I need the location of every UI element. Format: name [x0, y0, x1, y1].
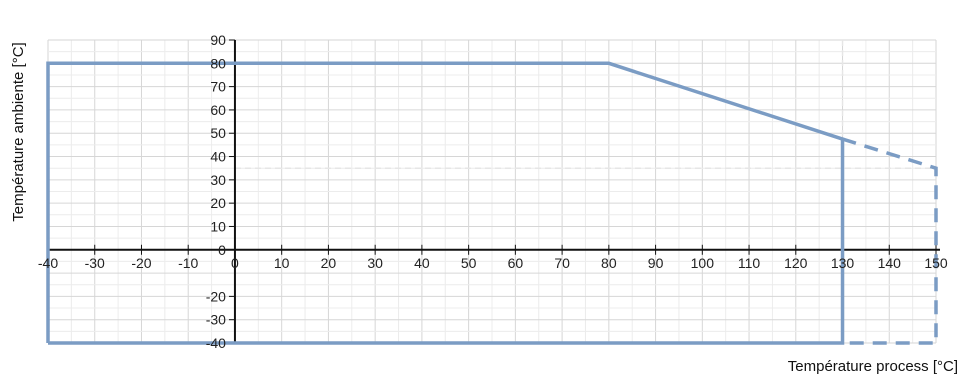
y-axis-title: Température ambiente [°C] [10, 42, 27, 221]
x-tick-label: 60 [508, 255, 524, 271]
x-tick-label: 100 [691, 255, 715, 271]
y-tick-label: 30 [210, 172, 226, 188]
x-tick-label: 130 [831, 255, 855, 271]
y-tick-label: -20 [206, 288, 226, 304]
x-tick-label: 30 [367, 255, 383, 271]
y-tick-label: 80 [210, 55, 226, 71]
x-tick-label: 140 [878, 255, 902, 271]
x-tick-label: -40 [38, 255, 58, 271]
x-tick-label: 150 [924, 255, 948, 271]
y-tick-label: -40 [206, 335, 226, 351]
y-tick-label: -30 [206, 312, 226, 328]
x-tick-label: -20 [131, 255, 151, 271]
y-tick-label: 90 [210, 32, 226, 48]
x-tick-label: 40 [414, 255, 430, 271]
y-tick-label: 70 [210, 79, 226, 95]
x-axis-title: Température process [°C] [788, 358, 958, 375]
series [46, 61, 938, 345]
x-tick-label: -10 [178, 255, 198, 271]
series-line-solid [46, 61, 845, 345]
x-tick-label: -30 [85, 255, 105, 271]
y-tick-label: 20 [210, 195, 226, 211]
y-tick-label: 40 [210, 149, 226, 165]
x-tick-label: 0 [231, 255, 239, 271]
x-tick-label: 120 [784, 255, 808, 271]
y-tick-label: 10 [210, 218, 226, 234]
axes [47, 39, 940, 344]
x-tick-label: 20 [321, 255, 337, 271]
y-tick-label: 60 [210, 102, 226, 118]
series-line-dashed [842, 137, 938, 345]
tick-labels: -40 -30 -20 -10 0 10 20 30 40 50 60 70 80 90 100 110 120… [38, 32, 948, 351]
x-tick-label: 70 [554, 255, 570, 271]
x-tick-label: 110 [738, 255, 761, 271]
x-tick-label: 10 [274, 255, 290, 271]
x-tick-label: 50 [461, 255, 477, 271]
x-tick-label: 80 [601, 255, 617, 271]
x-tick-label: 90 [648, 255, 664, 271]
y-tick-label: 0 [218, 242, 226, 258]
y-tick-label: 50 [210, 125, 226, 141]
grid [47, 39, 937, 344]
